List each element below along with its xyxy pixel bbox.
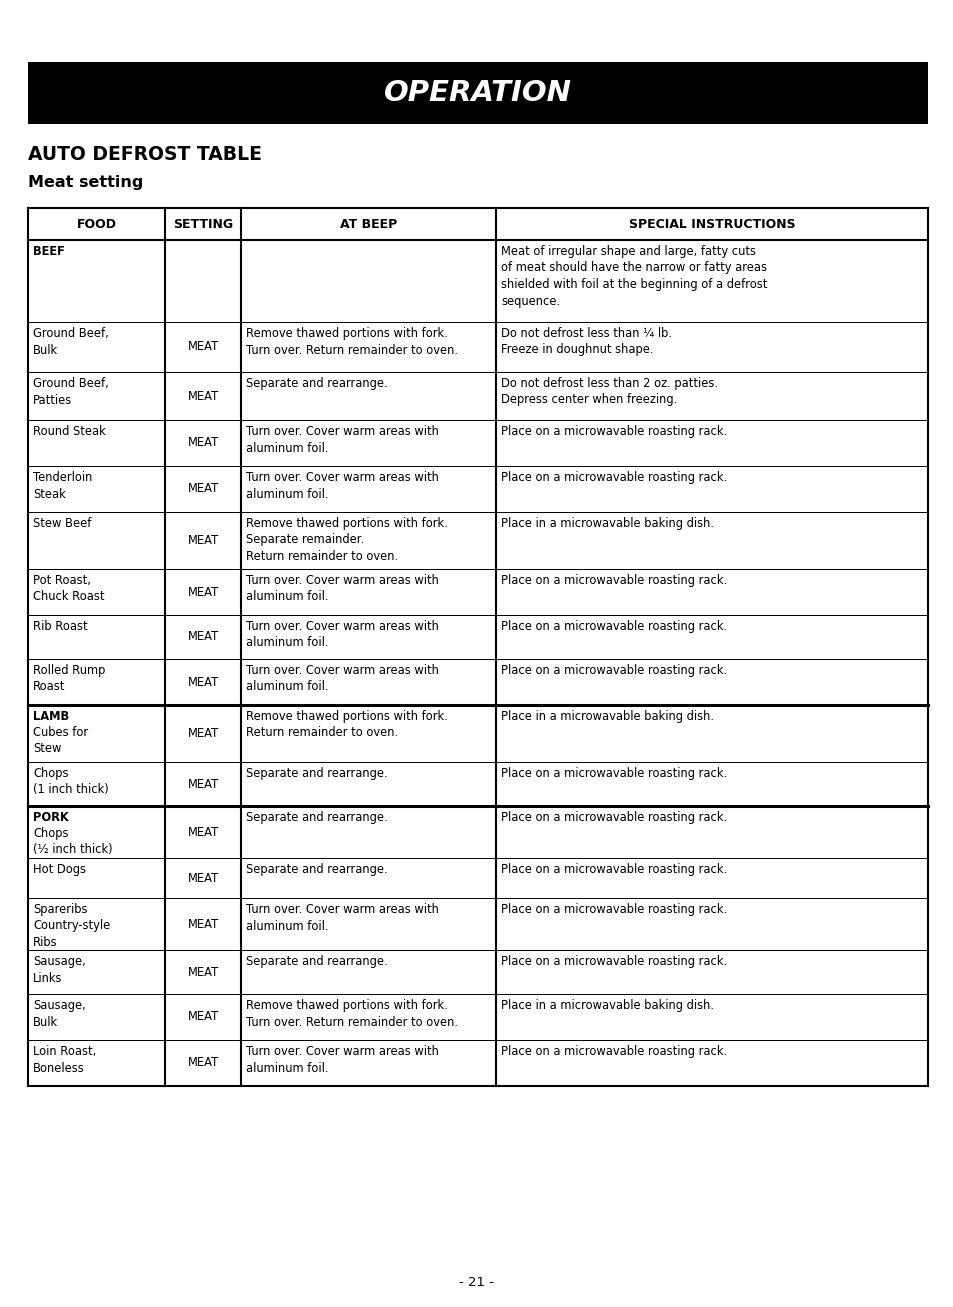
Text: MEAT: MEAT xyxy=(187,966,218,979)
Text: Place on a microwavable roasting rack.: Place on a microwavable roasting rack. xyxy=(500,574,726,587)
Text: Turn over. Cover warm areas with
aluminum foil.: Turn over. Cover warm areas with aluminu… xyxy=(246,425,438,455)
Text: Place in a microwavable baking dish.: Place in a microwavable baking dish. xyxy=(500,999,713,1012)
Text: MEAT: MEAT xyxy=(187,872,218,885)
Text: LAMB: LAMB xyxy=(33,710,69,723)
Text: Place on a microwavable roasting rack.: Place on a microwavable roasting rack. xyxy=(500,863,726,876)
Text: Sausage,
Bulk: Sausage, Bulk xyxy=(33,999,86,1029)
Text: Remove thawed portions with fork.
Turn over. Return remainder to oven.: Remove thawed portions with fork. Turn o… xyxy=(246,999,457,1029)
Text: Turn over. Cover warm areas with
aluminum foil.: Turn over. Cover warm areas with aluminu… xyxy=(246,664,438,694)
Text: Rolled Rump
Roast: Rolled Rump Roast xyxy=(33,664,105,694)
Text: Loin Roast,
Boneless: Loin Roast, Boneless xyxy=(33,1046,96,1074)
Text: MEAT: MEAT xyxy=(187,826,218,839)
Text: PORK: PORK xyxy=(33,812,69,823)
Text: AUTO DEFROST TABLE: AUTO DEFROST TABLE xyxy=(28,145,262,165)
Text: Chops
(½ inch thick): Chops (½ inch thick) xyxy=(33,826,112,856)
Text: Separate and rearrange.: Separate and rearrange. xyxy=(246,812,388,823)
Text: Place on a microwavable roasting rack.: Place on a microwavable roasting rack. xyxy=(500,664,726,677)
Text: SETTING: SETTING xyxy=(172,217,233,230)
Text: Place on a microwavable roasting rack.: Place on a microwavable roasting rack. xyxy=(500,620,726,633)
Text: Turn over. Cover warm areas with
aluminum foil.: Turn over. Cover warm areas with aluminu… xyxy=(246,471,438,501)
Text: Separate and rearrange.: Separate and rearrange. xyxy=(246,767,388,780)
Text: MEAT: MEAT xyxy=(187,676,218,689)
Text: Sausage,
Links: Sausage, Links xyxy=(33,955,86,984)
Text: MEAT: MEAT xyxy=(187,341,218,353)
Text: Remove thawed portions with fork.
Separate remainder.
Return remainder to oven.: Remove thawed portions with fork. Separa… xyxy=(246,518,448,563)
Text: Place in a microwavable baking dish.: Place in a microwavable baking dish. xyxy=(500,518,713,531)
Text: Hot Dogs: Hot Dogs xyxy=(33,863,86,876)
Text: MEAT: MEAT xyxy=(187,727,218,740)
Text: Rib Roast: Rib Roast xyxy=(33,620,88,633)
Text: Remove thawed portions with fork.
Turn over. Return remainder to oven.: Remove thawed portions with fork. Turn o… xyxy=(246,327,457,357)
Text: MEAT: MEAT xyxy=(187,1010,218,1023)
Text: MEAT: MEAT xyxy=(187,535,218,548)
Bar xyxy=(28,61,927,124)
Text: MEAT: MEAT xyxy=(187,437,218,450)
Text: Place in a microwavable baking dish.: Place in a microwavable baking dish. xyxy=(500,710,713,723)
Text: MEAT: MEAT xyxy=(187,918,218,931)
Text: MEAT: MEAT xyxy=(187,630,218,643)
Text: Chops
(1 inch thick): Chops (1 inch thick) xyxy=(33,767,109,796)
Text: Ground Beef,
Patties: Ground Beef, Patties xyxy=(33,376,109,406)
Text: Turn over. Cover warm areas with
aluminum foil.: Turn over. Cover warm areas with aluminu… xyxy=(246,574,438,604)
Text: Pot Roast,
Chuck Roast: Pot Roast, Chuck Roast xyxy=(33,574,105,604)
Text: OPERATION: OPERATION xyxy=(384,78,572,107)
Text: Separate and rearrange.: Separate and rearrange. xyxy=(246,376,388,389)
Text: MEAT: MEAT xyxy=(187,586,218,599)
Text: Turn over. Cover warm areas with
aluminum foil.: Turn over. Cover warm areas with aluminu… xyxy=(246,620,438,650)
Text: Do not defrost less than ¼ lb.
Freeze in doughnut shape.: Do not defrost less than ¼ lb. Freeze in… xyxy=(500,327,671,357)
Text: Place on a microwavable roasting rack.: Place on a microwavable roasting rack. xyxy=(500,767,726,780)
Text: Turn over. Cover warm areas with
aluminum foil.: Turn over. Cover warm areas with aluminu… xyxy=(246,903,438,932)
Text: BEEF: BEEF xyxy=(33,244,65,257)
Text: MEAT: MEAT xyxy=(187,778,218,791)
Text: AT BEEP: AT BEEP xyxy=(339,217,396,230)
Text: Place on a microwavable roasting rack.: Place on a microwavable roasting rack. xyxy=(500,1046,726,1057)
Text: Place on a microwavable roasting rack.: Place on a microwavable roasting rack. xyxy=(500,471,726,484)
Text: FOOD: FOOD xyxy=(76,217,116,230)
Text: Meat setting: Meat setting xyxy=(28,175,143,191)
Text: Ground Beef,
Bulk: Ground Beef, Bulk xyxy=(33,327,109,357)
Text: Spareribs
Country-style
Ribs: Spareribs Country-style Ribs xyxy=(33,903,111,949)
Text: Round Steak: Round Steak xyxy=(33,425,106,438)
Text: Place on a microwavable roasting rack.: Place on a microwavable roasting rack. xyxy=(500,812,726,823)
Text: SPECIAL INSTRUCTIONS: SPECIAL INSTRUCTIONS xyxy=(628,217,795,230)
Text: Place on a microwavable roasting rack.: Place on a microwavable roasting rack. xyxy=(500,955,726,968)
Text: MEAT: MEAT xyxy=(187,1056,218,1069)
Text: Place on a microwavable roasting rack.: Place on a microwavable roasting rack. xyxy=(500,425,726,438)
Text: Remove thawed portions with fork.
Return remainder to oven.: Remove thawed portions with fork. Return… xyxy=(246,710,448,740)
Text: Cubes for
Stew: Cubes for Stew xyxy=(33,725,88,755)
Text: Meat of irregular shape and large, fatty cuts
of meat should have the narrow or : Meat of irregular shape and large, fatty… xyxy=(500,244,766,307)
Text: Turn over. Cover warm areas with
aluminum foil.: Turn over. Cover warm areas with aluminu… xyxy=(246,1046,438,1074)
Text: MEAT: MEAT xyxy=(187,482,218,495)
Text: Separate and rearrange.: Separate and rearrange. xyxy=(246,955,388,968)
Text: Separate and rearrange.: Separate and rearrange. xyxy=(246,863,388,876)
Text: Place on a microwavable roasting rack.: Place on a microwavable roasting rack. xyxy=(500,903,726,916)
Text: MEAT: MEAT xyxy=(187,389,218,403)
Text: Do not defrost less than 2 oz. patties.
Depress center when freezing.: Do not defrost less than 2 oz. patties. … xyxy=(500,376,718,406)
Text: - 21 -: - 21 - xyxy=(459,1276,494,1289)
Text: Stew Beef: Stew Beef xyxy=(33,518,91,531)
Text: Tenderloin
Steak: Tenderloin Steak xyxy=(33,471,92,501)
